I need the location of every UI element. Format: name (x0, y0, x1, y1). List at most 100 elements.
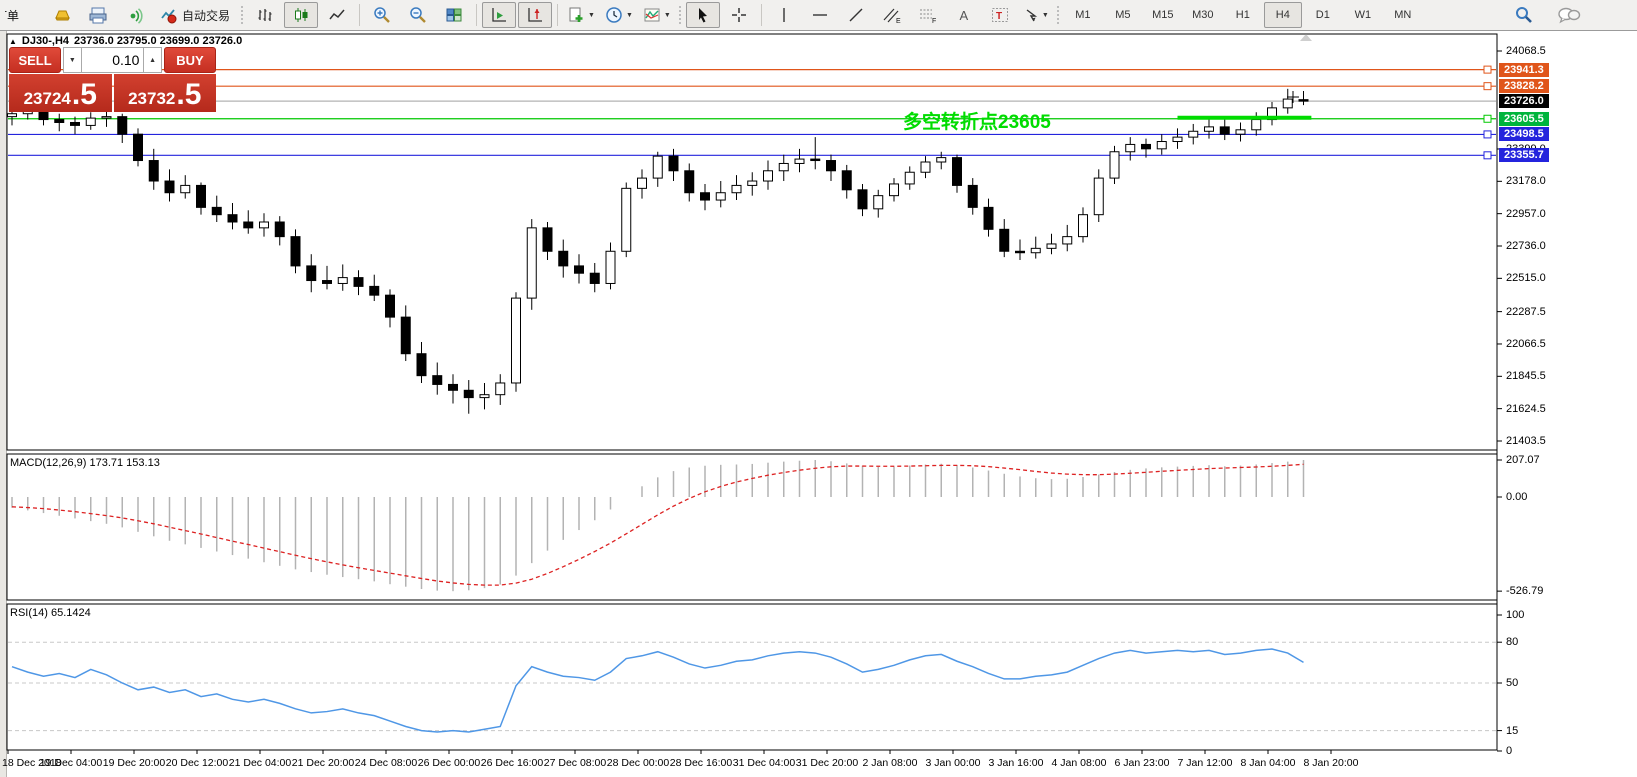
time-axis-label: 27 Dec 08:00 (543, 757, 607, 769)
arrows-tool[interactable]: ▼ (1019, 2, 1053, 28)
buy-button[interactable]: BUY (163, 47, 216, 73)
line-chart-button[interactable] (320, 2, 354, 28)
time-axis-label: 6 Jan 23:00 (1114, 757, 1170, 769)
svg-text:T: T (996, 11, 1002, 22)
candle (731, 184, 742, 194)
candle (747, 180, 758, 186)
toolbar-grip[interactable] (240, 5, 246, 25)
collapse-triangle-icon[interactable]: ▲ (9, 36, 17, 46)
tile-windows-button[interactable] (437, 2, 471, 28)
toolbar-grip[interactable] (677, 5, 683, 25)
text-tool[interactable]: A (947, 2, 981, 28)
sell-button[interactable]: SELL (9, 47, 62, 73)
chart-shift-icon (528, 8, 543, 22)
timeframe-mn[interactable]: MN (1394, 9, 1412, 21)
crosshair-button[interactable] (722, 2, 756, 28)
new-chart-button[interactable]: ▼ (563, 2, 599, 28)
candle (652, 155, 663, 179)
chart-title: ▲ DJ30-,H4 23736.0 23795.0 23699.0 23726… (9, 35, 242, 47)
horizontal-line-tool[interactable] (803, 2, 837, 28)
price-tick-label: 21845.5 (1506, 370, 1546, 383)
candle (1015, 250, 1025, 254)
macd-tick-label: 207.07 (1506, 453, 1540, 466)
timeframe-m5[interactable]: M5 (1115, 9, 1131, 21)
candle (306, 265, 317, 282)
cursor-arrow-icon (698, 8, 707, 23)
time-axis-label: 21 Dec 20:00 (291, 757, 355, 769)
equidistant-channel-tool[interactable]: E (875, 2, 909, 28)
line-handle[interactable] (1483, 151, 1492, 160)
candle (936, 157, 947, 163)
volume-input[interactable]: 0.10 (81, 47, 144, 73)
text-tool-icon: A (959, 7, 969, 23)
line-handle[interactable] (1483, 82, 1492, 91)
timeframe-h4[interactable]: H4 (1263, 2, 1302, 28)
line-handle[interactable] (1483, 114, 1492, 123)
text-label-tool[interactable]: T (983, 2, 1017, 28)
macd-tick-label: 0.00 (1506, 491, 1528, 503)
candle (227, 214, 238, 223)
chevron-down-icon: ▼ (1041, 11, 1049, 19)
candle (511, 297, 521, 384)
candlestick-chart-button[interactable] (284, 2, 319, 28)
line-handle[interactable] (1483, 130, 1492, 139)
indicators-icon (644, 8, 660, 22)
new-order-button[interactable]: 新订单 (1, 2, 43, 28)
line-handle[interactable] (1483, 65, 1492, 74)
time-axis-label: 7 Jan 12:00 (1177, 757, 1233, 769)
sell-price-display[interactable]: 23724 .5 (9, 74, 112, 112)
buy-price-display[interactable]: 23732 .5 (113, 74, 216, 112)
timeframe-m15[interactable]: M15 (1152, 9, 1174, 21)
candle (117, 116, 128, 135)
rsi-tick-label: 100 (1506, 609, 1525, 621)
signal-icon-button[interactable] (117, 2, 151, 28)
search-button[interactable] (1507, 2, 1541, 28)
timeframe-m1[interactable]: M1 (1075, 9, 1091, 21)
timeframe-w1[interactable]: W1 (1354, 9, 1372, 21)
zoom-out-button[interactable] (401, 2, 435, 28)
macd-histogram (11, 460, 1305, 592)
printer-icon-button[interactable] (81, 2, 115, 28)
candle (164, 180, 175, 194)
chevron-down-icon: ▼ (663, 11, 671, 19)
rsi-pane-surface[interactable] (6, 603, 1498, 751)
bar-chart-button[interactable] (248, 2, 282, 28)
chat-button[interactable] (1552, 2, 1586, 28)
chart-shift-marker[interactable] (1300, 34, 1312, 41)
candle (337, 277, 348, 284)
auto-scroll-button[interactable] (482, 2, 517, 28)
candle (526, 227, 537, 299)
candle (196, 184, 206, 208)
candle (211, 206, 222, 216)
gold-ingot-icon-button[interactable] (45, 2, 79, 28)
vertical-line-tool[interactable] (767, 2, 801, 28)
indicators-button[interactable]: ▼ (639, 2, 675, 28)
profiles-clock-button[interactable]: ▼ (601, 2, 637, 28)
candle (857, 189, 868, 210)
volume-increase-button[interactable]: ▲ (143, 47, 162, 73)
zoom-in-button[interactable] (365, 2, 399, 28)
cursor-button[interactable] (685, 2, 720, 28)
candle (1219, 126, 1230, 135)
auto-trading-button[interactable]: 自动交易 (153, 2, 237, 28)
rsi-line (11, 648, 1304, 733)
fibonacci-tool[interactable]: F (911, 2, 945, 28)
main-pane-surface[interactable] (6, 33, 1498, 451)
candle (70, 121, 80, 126)
timeframe-h1[interactable]: H1 (1235, 9, 1250, 21)
chart-shift-button[interactable] (518, 2, 553, 28)
time-axis-label: 3 Jan 16:00 (988, 757, 1044, 769)
timeframe-m30[interactable]: M30 (1192, 9, 1214, 21)
price-tag: 23828.2 (1499, 79, 1549, 94)
price-tag: 23355.7 (1499, 148, 1549, 163)
candle (778, 162, 789, 172)
timeframe-d1[interactable]: D1 (1315, 9, 1330, 21)
trendline-tool[interactable] (839, 2, 873, 28)
macd-label: MACD(12,26,9) 173.71 153.13 (10, 457, 160, 469)
toolbar-grip[interactable] (1055, 5, 1061, 25)
cursor-plus-marker (1287, 91, 1299, 103)
volume-decrease-button[interactable]: ▼ (63, 47, 82, 73)
candle (1062, 236, 1073, 245)
pivot-annotation-text[interactable]: 多空转折点23605 (903, 112, 1051, 133)
